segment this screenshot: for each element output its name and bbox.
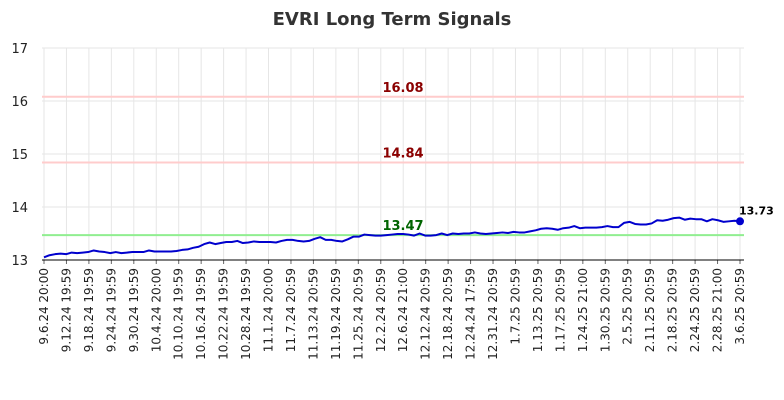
signal-levels: 16.08 14.84 13.47	[42, 81, 744, 237]
series: 13.73	[43, 204, 774, 259]
y-tick-label: 17	[11, 42, 28, 57]
x-tick-label: 2.11.25 20:59	[643, 268, 657, 352]
chart-title: EVRI Long Term Signals	[273, 9, 512, 30]
y-axis: 13 14 15 16 17	[11, 42, 28, 269]
x-tick-label: 2.5.25 20:59	[621, 268, 635, 345]
x-tick-label: 2.18.25 20:59	[666, 268, 680, 352]
price-line	[43, 216, 741, 259]
x-tick-label: 9.18.24 19:59	[82, 268, 96, 352]
x-tick-label: 11.25.24 20:59	[351, 268, 365, 360]
x-tick-label: 10.10.24 19:59	[172, 268, 186, 360]
x-tick-label: 12.2.24 20:59	[374, 268, 388, 352]
x-axis: 9.6.24 20:00 9.12.24 19:59 9.18.24 19:59 9.…	[37, 259, 747, 360]
x-tick-label: 12.31.24 20:59	[486, 268, 500, 360]
x-tick-label: 2.24.25 20:59	[688, 268, 702, 352]
x-tick-label: 9.30.24 19:59	[127, 268, 141, 352]
x-tick-label: 10.16.24 19:59	[194, 268, 208, 360]
x-tick-label: 10.4.24 20:00	[149, 268, 163, 352]
x-tick-label: 1.24.25 21:00	[576, 268, 590, 352]
level-label: 14.84	[382, 146, 423, 161]
x-tick-label: 3.6.25 20:59	[733, 268, 747, 345]
x-tick-label: 2.28.25 21:00	[711, 268, 725, 352]
last-point-marker	[736, 217, 744, 226]
x-tick-label: 12.24.24 17:59	[464, 268, 478, 360]
x-tick-label: 10.22.24 19:59	[217, 268, 231, 360]
last-value-label: 13.73	[739, 204, 774, 217]
x-tick-label: 1.13.25 20:59	[531, 268, 545, 352]
x-tick-label: 1.7.25 20:59	[508, 268, 522, 345]
x-tick-label: 11.13.24 20:59	[306, 268, 320, 360]
y-tick-label: 16	[11, 95, 28, 110]
y-tick-label: 13	[11, 254, 28, 269]
x-tick-label: 1.30.25 20:59	[598, 268, 612, 352]
level-label: 16.08	[382, 81, 423, 96]
x-tick-label: 9.24.24 19:59	[104, 268, 118, 352]
level-label: 13.47	[382, 219, 423, 234]
x-tick-label: 9.12.24 19:59	[59, 268, 73, 352]
grid	[42, 47, 744, 260]
x-tick-label: 9.6.24 20:00	[37, 268, 51, 345]
x-tick-label: 11.19.24 20:59	[329, 268, 343, 360]
x-tick-label: 12.12.24 20:59	[419, 268, 433, 360]
x-tick-label: 1.17.25 20:59	[553, 268, 567, 352]
x-tick-label: 11.1.24 20:00	[262, 268, 276, 352]
x-tick-label: 12.18.24 20:59	[441, 268, 455, 360]
x-tick-label: 11.7.24 20:59	[284, 268, 298, 352]
y-tick-label: 14	[11, 201, 28, 216]
y-tick-label: 15	[11, 148, 28, 163]
x-tick-label: 10.28.24 19:59	[239, 268, 253, 360]
x-tick-label: 12.6.24 21:00	[396, 268, 410, 352]
